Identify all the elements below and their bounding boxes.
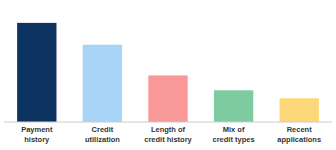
chart-container: Paymenthistory Creditutilization Length of… — [0, 0, 336, 150]
chart: Paymenthistory Creditutilization Length of… — [0, 0, 336, 150]
category-label: Length ofcredit history — [144, 125, 192, 144]
baseline — [4, 122, 332, 123]
category-label: Creditutilization — [85, 125, 120, 144]
bars — [17, 23, 319, 122]
category-label: Recentapplications — [277, 125, 321, 144]
bar — [17, 23, 56, 122]
bar — [280, 98, 319, 122]
bar — [83, 45, 122, 122]
bar — [214, 90, 253, 122]
category-label: Paymenthistory — [21, 125, 53, 144]
bar — [148, 75, 187, 122]
category-label: Mix ofcredit types — [213, 125, 255, 144]
category-labels: Paymenthistory Creditutilization Length of… — [21, 125, 321, 144]
